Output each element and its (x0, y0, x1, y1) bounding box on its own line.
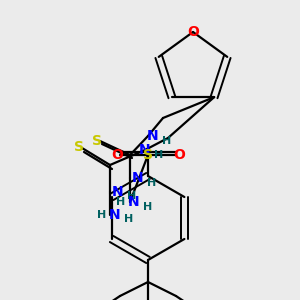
Text: O: O (187, 25, 199, 39)
Text: N: N (147, 129, 159, 143)
Text: H: H (143, 202, 153, 212)
Text: H: H (124, 214, 134, 224)
Text: N: N (112, 185, 124, 199)
Text: H: H (128, 191, 136, 201)
Text: H: H (147, 178, 157, 188)
Text: H: H (162, 136, 172, 146)
Text: S: S (74, 140, 84, 154)
Text: S: S (143, 148, 153, 162)
Text: S: S (92, 134, 102, 148)
Text: N: N (128, 195, 140, 209)
Text: H: H (98, 210, 106, 220)
Text: H: H (154, 150, 164, 160)
Text: H: H (116, 197, 126, 207)
Text: N: N (132, 171, 144, 185)
Text: O: O (111, 148, 123, 162)
Text: N: N (139, 143, 151, 157)
Text: O: O (173, 148, 185, 162)
Text: N: N (109, 208, 121, 222)
